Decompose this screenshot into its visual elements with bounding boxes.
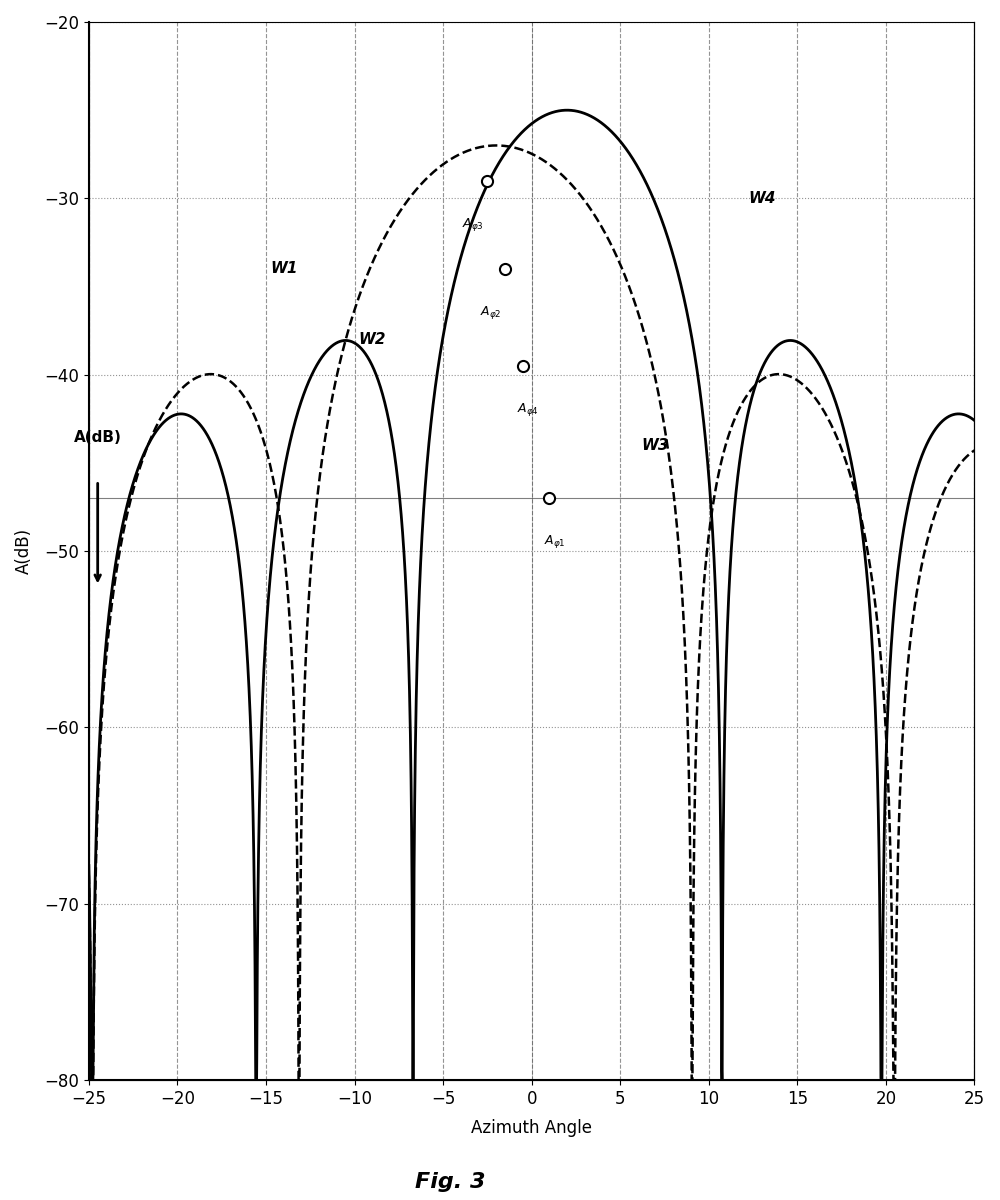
- X-axis label: Azimuth Angle: Azimuth Angle: [471, 1118, 592, 1136]
- Text: W3: W3: [642, 438, 669, 452]
- Y-axis label: A(dB): A(dB): [15, 528, 33, 574]
- Text: W4: W4: [748, 191, 776, 206]
- Text: Fig. 3: Fig. 3: [415, 1172, 485, 1192]
- Text: $A_{\varphi 4}$: $A_{\varphi 4}$: [517, 401, 539, 418]
- Text: $A_{\varphi 3}$: $A_{\varphi 3}$: [462, 216, 484, 233]
- Text: $A_{\varphi 2}$: $A_{\varphi 2}$: [480, 304, 502, 322]
- Text: $A_{\varphi 1}$: $A_{\varphi 1}$: [544, 534, 566, 551]
- Text: A(dB): A(dB): [74, 431, 122, 445]
- Text: W1: W1: [270, 262, 297, 276]
- Text: W2: W2: [358, 332, 386, 347]
